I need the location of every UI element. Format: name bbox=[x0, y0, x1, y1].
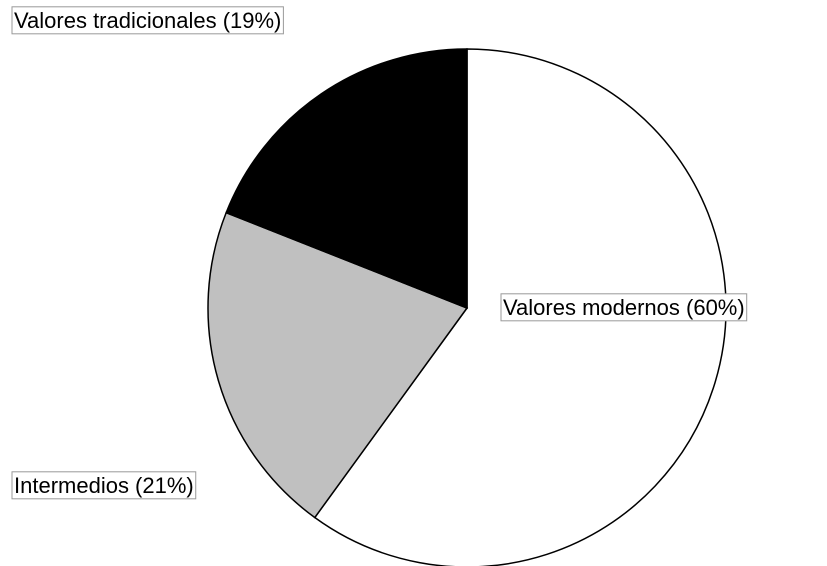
label-box bbox=[11, 6, 284, 35]
pie-slice bbox=[207, 211, 469, 519]
slice-label: Valores tradicionales (19%) bbox=[14, 8, 281, 33]
pie-slice bbox=[225, 48, 468, 310]
slice-label: Intermedios (21%) bbox=[14, 473, 194, 498]
slice-label: Valores modernos (60%) bbox=[503, 295, 745, 320]
label-box bbox=[500, 293, 748, 322]
label-box bbox=[11, 471, 197, 500]
